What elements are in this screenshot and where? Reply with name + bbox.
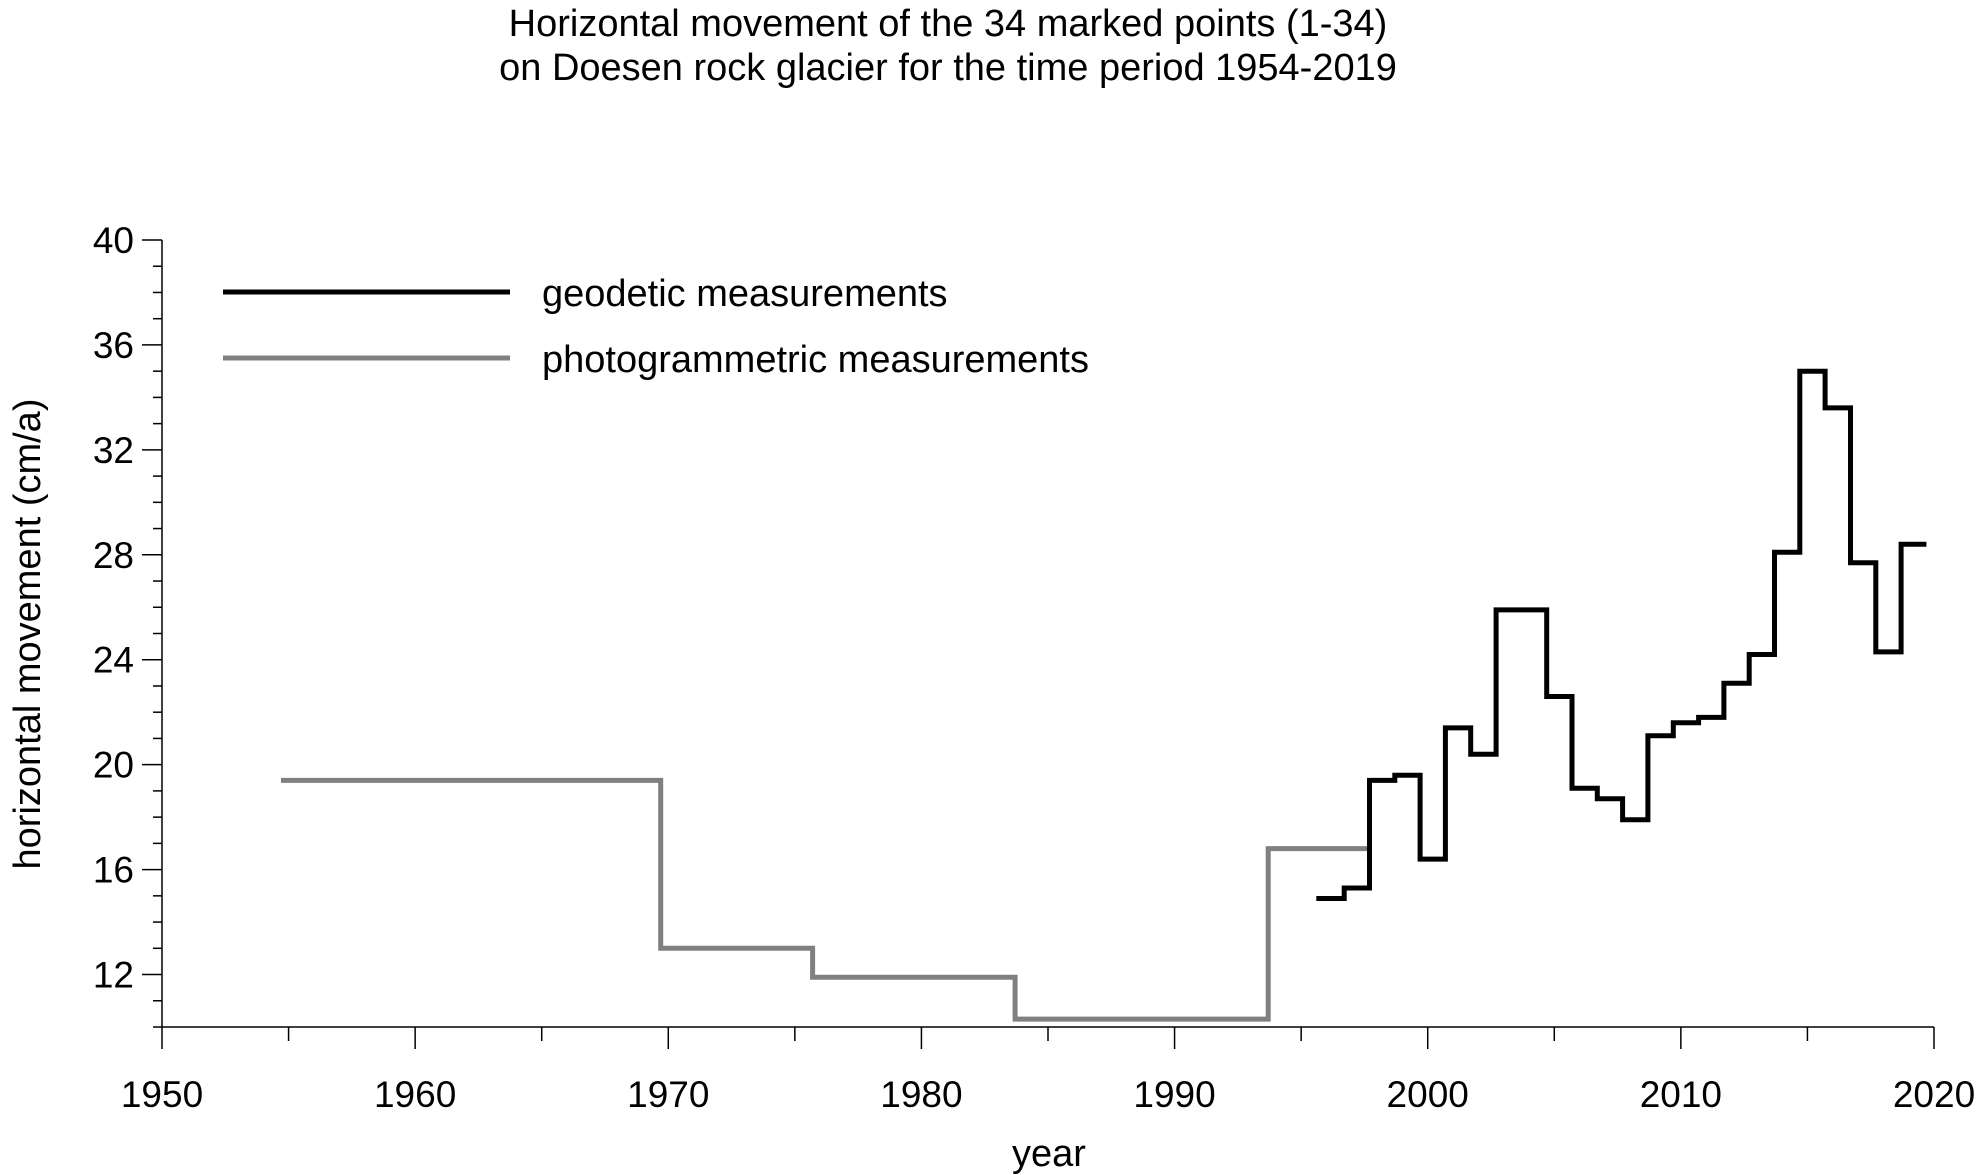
x-tick-label: 1980 bbox=[880, 1074, 962, 1115]
x-tick-label: 2010 bbox=[1640, 1074, 1722, 1115]
axes: 12 16 20 24 28 32 36 40 1950 1960 1970 1980 1990 200… bbox=[93, 220, 1975, 1115]
y-tick-label: 24 bbox=[93, 640, 134, 681]
x-ticks: 1950 1960 1970 1980 1990 2000 2010 2020 bbox=[121, 1027, 1975, 1115]
y-axis-title: horizontal movement (cm/a) bbox=[7, 399, 49, 870]
series-geodetic-line bbox=[1316, 368, 1927, 901]
y-tick-label: 40 bbox=[93, 220, 134, 261]
x-tick-label: 1990 bbox=[1133, 1074, 1215, 1115]
title-line-1: Horizontal movement of the 34 marked poi… bbox=[509, 3, 1388, 45]
x-axis-title: year bbox=[1012, 1133, 1086, 1175]
x-tick-label: 1960 bbox=[374, 1074, 456, 1115]
y-tick-label: 16 bbox=[93, 850, 134, 891]
x-tick-label: 2020 bbox=[1893, 1074, 1975, 1115]
x-tick-label: 2000 bbox=[1387, 1074, 1469, 1115]
legend: geodetic measurements photogrammetric me… bbox=[223, 273, 1089, 381]
y-tick-label: 20 bbox=[93, 745, 134, 786]
y-ticks: 12 16 20 24 28 32 36 40 bbox=[93, 220, 162, 1028]
legend-label-photogrammetric: photogrammetric measurements bbox=[542, 339, 1089, 381]
series-photogrammetric-line bbox=[281, 777, 1370, 1022]
legend-label-geodetic: geodetic measurements bbox=[542, 273, 948, 315]
title-line-2: on Doesen rock glacier for the time peri… bbox=[499, 47, 1397, 89]
chart-title: Horizontal movement of the 34 marked poi… bbox=[499, 3, 1397, 89]
y-tick-label: 36 bbox=[93, 325, 134, 366]
y-tick-label: 12 bbox=[93, 955, 134, 996]
x-tick-label: 1950 bbox=[121, 1074, 203, 1115]
x-tick-label: 1970 bbox=[627, 1074, 709, 1115]
y-tick-label: 32 bbox=[93, 430, 134, 471]
series-layer bbox=[281, 368, 1927, 1022]
y-tick-label: 28 bbox=[93, 535, 134, 576]
